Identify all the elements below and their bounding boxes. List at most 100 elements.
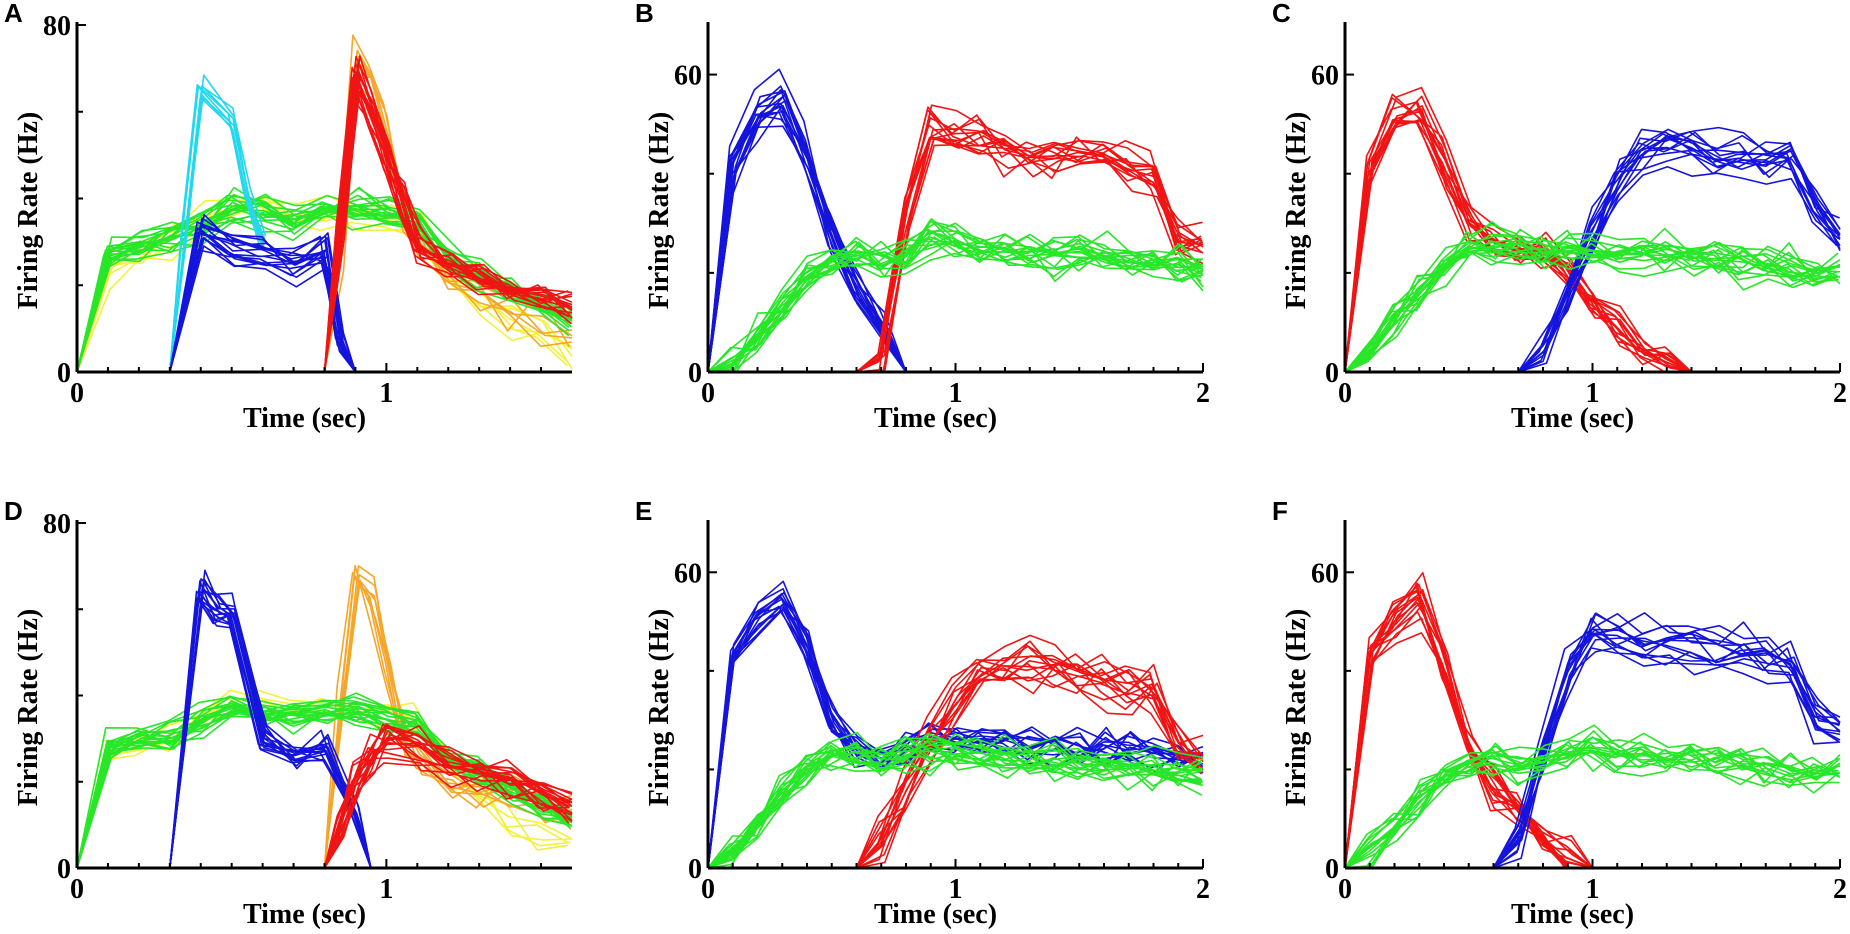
trace-blue-11 <box>1345 149 1841 373</box>
x-tick-label: 0 <box>701 378 715 409</box>
trace-blue-7 <box>707 68 931 373</box>
trace-red-16 <box>1344 601 1593 869</box>
panel-d: 0 80 0 1 Time (sec) Firing Rate (Hz) D <box>4 496 573 930</box>
y-tick-label: 80 <box>43 509 71 540</box>
trace-blue-13 <box>707 592 1204 869</box>
trace-green-12 <box>1344 229 1840 373</box>
x-tick-label: 0 <box>70 378 84 409</box>
trace-orange-6 <box>77 565 573 869</box>
y-tick-label: 60 <box>1311 61 1339 92</box>
trace-green-5 <box>1344 741 1839 869</box>
trace-blue-13 <box>1345 645 1841 869</box>
trace-green-10 <box>76 705 573 869</box>
y-axis-label: Firing Rate (Hz) <box>644 609 675 807</box>
y-axis-label: Firing Rate (Hz) <box>1281 609 1312 807</box>
trace-red-2 <box>708 661 1204 869</box>
y-tick-label: 0 <box>688 358 702 389</box>
trace-green-10 <box>1344 743 1838 869</box>
y-axis-label: Firing Rate (Hz) <box>644 112 675 310</box>
trace-blue-11 <box>1345 633 1841 869</box>
trace-red-4 <box>77 71 573 373</box>
trace-green-17 <box>707 236 1203 373</box>
x-tick-label: 0 <box>70 874 84 905</box>
trace-orange-5 <box>77 585 573 869</box>
panel-letter: E <box>635 496 652 526</box>
trace-green-16 <box>707 745 1203 869</box>
trace-green-3 <box>707 236 1202 373</box>
trace-blue-12 <box>1345 625 1837 869</box>
x-axis-label: Time (sec) <box>874 403 997 434</box>
y-tick-label: 60 <box>674 558 702 589</box>
x-tick-label: 0 <box>1338 874 1352 905</box>
trace-red-13 <box>708 128 1204 373</box>
panel-b: 0 60 0 1 2 Time (sec) Firing Rate (Hz) B <box>635 0 1210 434</box>
trace-red-12 <box>708 662 1201 869</box>
trace-green-4 <box>1344 740 1841 869</box>
x-tick-label: 1 <box>1586 378 1600 409</box>
trace-orange-3 <box>77 75 572 373</box>
x-axis-label: Time (sec) <box>243 899 366 930</box>
trace-red-18 <box>77 77 573 373</box>
trace-green-16 <box>1344 736 1840 869</box>
x-tick-label: 2 <box>1833 378 1847 409</box>
trace-red-14 <box>708 655 1204 869</box>
y-tick-label: 0 <box>688 854 702 885</box>
trace-green-3 <box>1345 750 1841 869</box>
trace-red-2 <box>77 745 573 869</box>
trace-red-13 <box>708 645 1202 869</box>
trace-green-16 <box>707 239 1204 373</box>
x-axis-label: Time (sec) <box>874 899 997 930</box>
x-tick-label: 0 <box>701 874 715 905</box>
trace-orange-1 <box>77 579 573 869</box>
trace-green-14 <box>1344 739 1841 869</box>
trace-green-18 <box>1344 233 1838 373</box>
trace-red-17 <box>77 80 569 373</box>
trace-blue-14 <box>1345 631 1840 869</box>
trace-red-10 <box>708 662 1204 869</box>
trace-green-15 <box>76 196 573 373</box>
trace-green-7 <box>1344 746 1838 869</box>
x-tick-label: 2 <box>1196 874 1210 905</box>
trace-red-5 <box>77 736 573 869</box>
trace-green-20 <box>76 702 572 869</box>
x-tick-label: 0 <box>1338 378 1352 409</box>
trace-red-18 <box>77 730 573 869</box>
x-tick-label: 2 <box>1833 874 1847 905</box>
y-tick-label: 60 <box>674 61 702 92</box>
y-axis-label: Firing Rate (Hz) <box>1281 112 1312 310</box>
x-tick-label: 1 <box>949 378 963 409</box>
panel-letter: D <box>4 496 23 526</box>
y-tick-label: 80 <box>43 11 71 42</box>
y-axis-label: Firing Rate (Hz) <box>13 112 44 310</box>
panel-e: 0 60 0 1 2 Time (sec) Firing Rate (Hz) E <box>635 496 1210 930</box>
trace-green-18 <box>708 231 1204 373</box>
trace-green-13 <box>1344 743 1839 869</box>
trace-green-4 <box>707 237 1202 373</box>
trace-blue-11 <box>707 595 1202 869</box>
x-tick-label: 1 <box>379 378 393 409</box>
trace-blue-8 <box>1345 128 1841 373</box>
trace-blue-14 <box>1345 131 1841 373</box>
trace-red-15 <box>1344 590 1593 869</box>
panel-letter: B <box>635 0 654 28</box>
x-tick-label: 2 <box>1196 378 1210 409</box>
y-axis-label: Firing Rate (Hz) <box>13 609 44 807</box>
trace-orange-2 <box>77 580 573 869</box>
panel-letter: A <box>4 0 23 28</box>
trace-red-3 <box>77 74 573 373</box>
panel-letter: C <box>1272 0 1291 28</box>
trace-blue-12 <box>707 604 1204 869</box>
y-tick-label: 0 <box>1325 358 1339 389</box>
y-tick-label: 0 <box>57 358 71 389</box>
trace-red-13 <box>77 731 573 869</box>
x-axis-label: Time (sec) <box>1511 899 1634 930</box>
x-axis-label: Time (sec) <box>1511 403 1634 434</box>
panel-f: 0 60 0 1 2 Time (sec) Firing Rate (Hz) F <box>1272 496 1847 930</box>
trace-blue-1 <box>1345 144 1841 373</box>
y-tick-label: 0 <box>57 854 71 885</box>
panel-c: 0 60 0 1 2 Time (sec) Firing Rate (Hz) C <box>1272 0 1847 434</box>
y-tick-label: 60 <box>1311 558 1339 589</box>
trace-blue-13 <box>1345 149 1838 373</box>
trace-red-6 <box>77 736 573 869</box>
